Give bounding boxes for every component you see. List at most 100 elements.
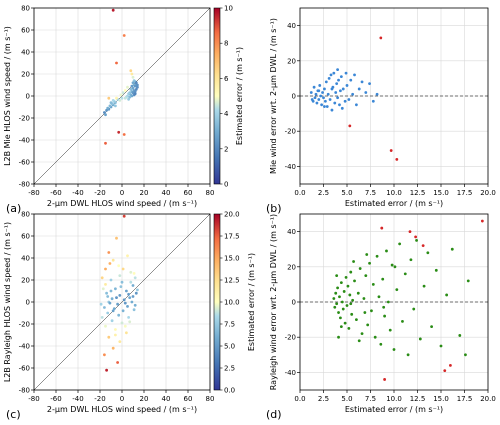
x-tick-label: 80 [206, 395, 215, 403]
data-point [408, 230, 412, 234]
x-tick-label: -40 [72, 395, 83, 403]
data-point [136, 83, 139, 87]
x-tick-label: -60 [50, 395, 61, 403]
data-point [332, 297, 336, 300]
data-point [395, 288, 399, 292]
x-tick-label: 12.5 [410, 395, 426, 403]
y-axis-label-c: L2B Rayleigh HLOS wind speed / (m s⁻¹) [3, 222, 12, 382]
y-tick-label: -40 [285, 163, 296, 171]
data-point [336, 96, 339, 100]
panel-label-a: (a) [6, 202, 21, 215]
x-tick-label: -20 [94, 189, 105, 197]
data-point [335, 274, 339, 277]
data-point [99, 302, 103, 306]
data-point [341, 87, 345, 91]
data-point [130, 84, 134, 88]
data-point [120, 280, 124, 284]
y-tick-label: 60 [21, 27, 30, 35]
data-point [114, 328, 117, 331]
x-tick-label: 60 [184, 189, 193, 197]
data-point [108, 301, 112, 305]
data-point [343, 321, 347, 325]
x-tick-label: 10.0 [386, 189, 402, 197]
data-point [355, 103, 358, 107]
data-point [421, 244, 425, 248]
x-tick-label: 7.5 [365, 189, 376, 197]
y-tick-label: 20 [287, 263, 296, 271]
data-point [357, 339, 361, 343]
data-point [388, 328, 392, 332]
data-point [380, 226, 384, 230]
x-tick-label: 2.5 [318, 189, 329, 197]
data-point [345, 304, 349, 307]
data-point [351, 298, 355, 302]
data-point [100, 276, 104, 280]
data-point [106, 106, 110, 110]
colorbar-scale [213, 7, 221, 185]
data-point [110, 319, 114, 323]
data-point [103, 111, 106, 114]
y-tick-label: -40 [19, 137, 30, 145]
y-tick-label: 20 [287, 57, 296, 65]
data-point [312, 85, 316, 89]
data-point [336, 286, 339, 290]
data-point [111, 99, 115, 102]
y-tick-label: 40 [287, 228, 296, 236]
x-tick-label: 15.0 [433, 395, 449, 403]
data-point [104, 324, 107, 328]
colorbar-label-c: Estimated error / (m s⁻¹) [247, 253, 256, 351]
data-point [466, 279, 470, 283]
data-point [439, 344, 443, 348]
data-point [115, 96, 118, 100]
data-point [368, 261, 371, 265]
data-point [338, 295, 341, 299]
x-tick-label: 5.0 [341, 189, 352, 197]
data-point [107, 251, 111, 254]
x-tick-label: -20 [94, 395, 105, 403]
x-tick-label: 0 [120, 395, 124, 403]
colorbar-scale [213, 213, 221, 391]
data-point [116, 302, 119, 306]
data-point [130, 72, 134, 76]
one-to-one-line [33, 7, 211, 185]
data-point [480, 219, 484, 223]
data-point [349, 78, 353, 82]
colorbar-tick-label: 12.5 [224, 277, 240, 285]
y-axis-label-d: Rayleigh wind error wrt. 2-µm DWL / (m s… [269, 214, 278, 390]
data-point [109, 278, 113, 282]
data-point [348, 124, 352, 128]
data-point [360, 332, 364, 336]
data-point [324, 80, 328, 84]
data-point [418, 337, 422, 341]
data-point [323, 99, 327, 103]
data-point [121, 309, 125, 313]
y-tick-label: 80 [21, 5, 30, 13]
data-point [132, 272, 136, 275]
data-point [381, 277, 385, 281]
data-point [128, 320, 132, 324]
data-point [383, 314, 386, 318]
data-point [335, 302, 339, 306]
data-point [106, 295, 110, 298]
data-point [107, 96, 111, 100]
data-point [339, 89, 342, 93]
data-point [123, 96, 127, 100]
panel-label-b: (b) [266, 202, 282, 215]
x-tick-label: 2.5 [318, 395, 329, 403]
data-point [136, 288, 139, 292]
plot-area-a: -80 -60 -40 -20 0 20 40 60 80 -80 -60 -40 -20 0 20 40 60… [19, 5, 215, 198]
data-point [343, 99, 347, 103]
data-point [105, 291, 108, 295]
data-point [386, 300, 390, 304]
x-tick-label: 12.5 [410, 189, 426, 197]
colorbar-tick-label: 15.0 [224, 255, 240, 263]
data-point [110, 297, 114, 301]
x-tick-label: 0.0 [294, 395, 305, 403]
data-point [106, 311, 110, 315]
data-point [383, 378, 386, 381]
data-point [317, 89, 321, 93]
data-point [108, 262, 112, 265]
data-point [371, 99, 375, 103]
data-point [123, 324, 127, 328]
